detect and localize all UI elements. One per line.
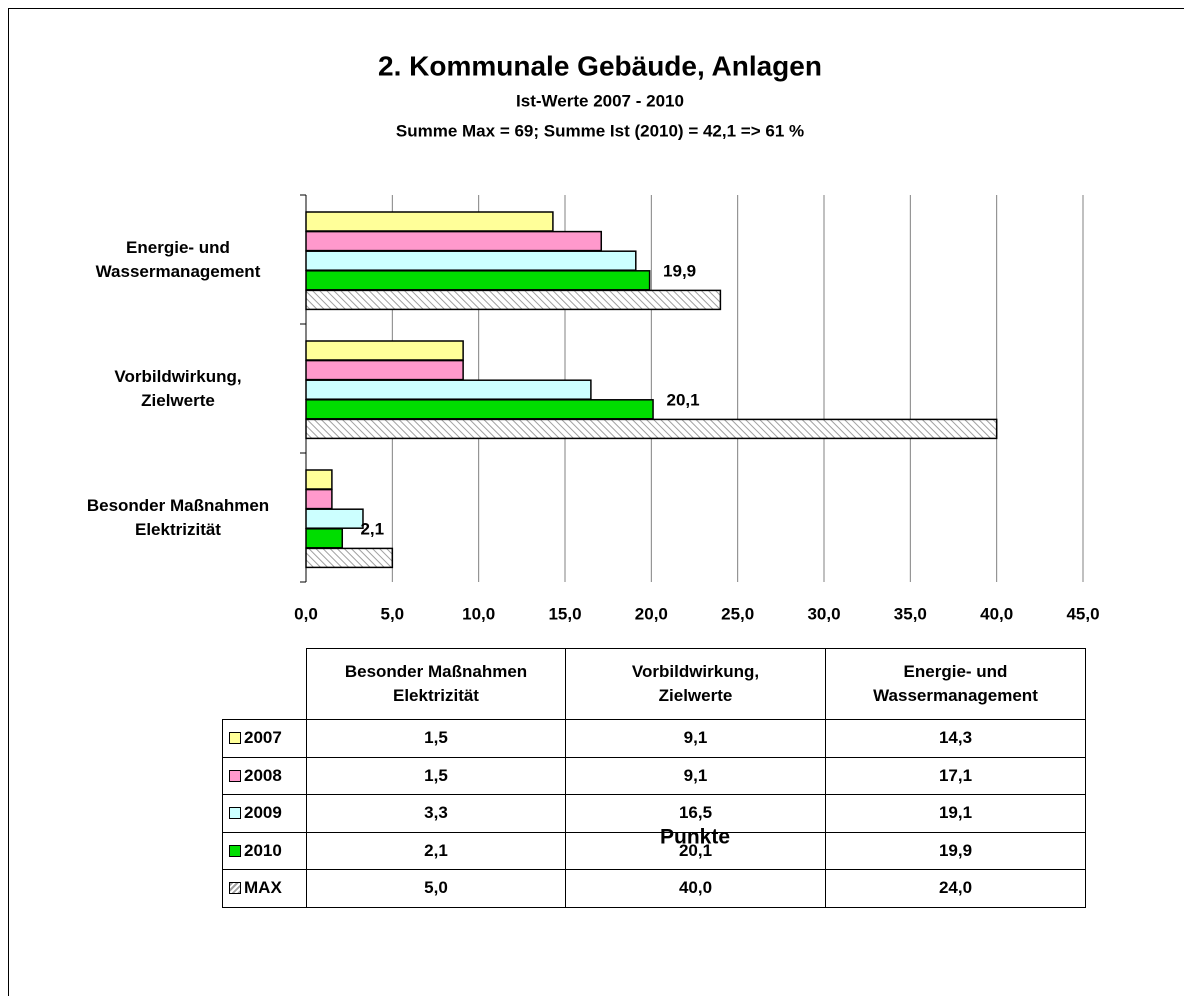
legend-label: 2008 [244, 765, 282, 785]
table-cell: 20,1 [565, 831, 826, 870]
table-cell: 24,0 [825, 869, 1086, 908]
category-label: Vorbildwirkung, Zielwerte [114, 366, 242, 410]
frame [8, 8, 1184, 996]
legend-cell: 2010 [222, 831, 307, 870]
table-cell: 5,0 [306, 869, 566, 908]
x-tick-label: 0,0 [294, 604, 318, 623]
legend-swatch [229, 732, 241, 745]
x-axis-label: Punkte [660, 826, 730, 849]
bar [305, 418, 998, 440]
bar [305, 230, 603, 252]
x-tick-label: 40,0 [980, 604, 1013, 623]
x-tick-label: 10,0 [462, 604, 495, 623]
bar [305, 270, 651, 291]
legend-label: 2009 [244, 803, 282, 823]
table-cell: 2,1 [306, 831, 566, 870]
table-header: Besonder Maßnahmen Elektrizität [306, 648, 566, 720]
table-cell: 40,0 [565, 869, 826, 908]
table-header: Energie- und Wassermanagement [825, 648, 1086, 720]
x-tick-label: 20,0 [635, 604, 668, 623]
subtitle: Summe Max = 69; Summe Ist (2010) = 42,1 … [396, 121, 804, 140]
x-tick-label: 45,0 [1066, 604, 1099, 623]
legend-label: 2007 [244, 728, 282, 748]
bar [305, 359, 464, 381]
legend-swatch [229, 769, 241, 782]
table-cell: 3,3 [306, 794, 566, 833]
bar [305, 488, 333, 510]
table-header: Vorbildwirkung, Zielwerte [565, 648, 826, 720]
legend-swatch [229, 807, 241, 820]
data-label: 19,9 [663, 261, 696, 280]
chart-title: 2. Kommunale Gebäude, Anlagen [378, 50, 822, 81]
table-cell: 19,1 [825, 794, 1086, 833]
x-tick-label: 5,0 [381, 604, 405, 623]
legend-cell: MAX [222, 869, 307, 908]
legend-swatch [229, 882, 241, 895]
x-tick-label: 25,0 [721, 604, 754, 623]
bar [305, 528, 344, 549]
bar [305, 379, 592, 400]
x-tick-label: 35,0 [894, 604, 927, 623]
legend-cell: 2009 [222, 794, 307, 833]
x-tick-label: 30,0 [807, 604, 840, 623]
table-cell: 16,5 [565, 794, 826, 833]
bar [305, 340, 464, 361]
bar [305, 250, 637, 271]
legend-swatch [229, 844, 241, 857]
bar [305, 399, 654, 420]
legend-cell: 2008 [222, 756, 307, 795]
category-label: Besonder Maßnahmen Elektrizität [86, 495, 270, 539]
legend-label: 2010 [244, 840, 282, 860]
legend-cell: 2007 [222, 719, 307, 758]
table-cell: 9,1 [565, 719, 826, 758]
bar [305, 211, 554, 232]
x-tick-label: 15,0 [548, 604, 581, 623]
table-cell: 14,3 [825, 719, 1086, 758]
table-cell: 17,1 [825, 756, 1086, 795]
table-cell: 19,9 [825, 831, 1086, 870]
bar [305, 547, 394, 569]
data-label: 20,1 [667, 390, 700, 409]
table-cell: 1,5 [306, 756, 566, 795]
table-cell: 1,5 [306, 719, 566, 758]
data-label: 2,1 [360, 519, 384, 538]
bar [305, 508, 364, 529]
category-label: Energie- und Wassermanagement [95, 237, 261, 281]
bar [305, 469, 333, 490]
table-cell: 9,1 [565, 756, 826, 795]
subtitle: Ist-Werte 2007 - 2010 [516, 91, 684, 110]
bar [305, 289, 722, 311]
legend-label: MAX [244, 878, 282, 898]
